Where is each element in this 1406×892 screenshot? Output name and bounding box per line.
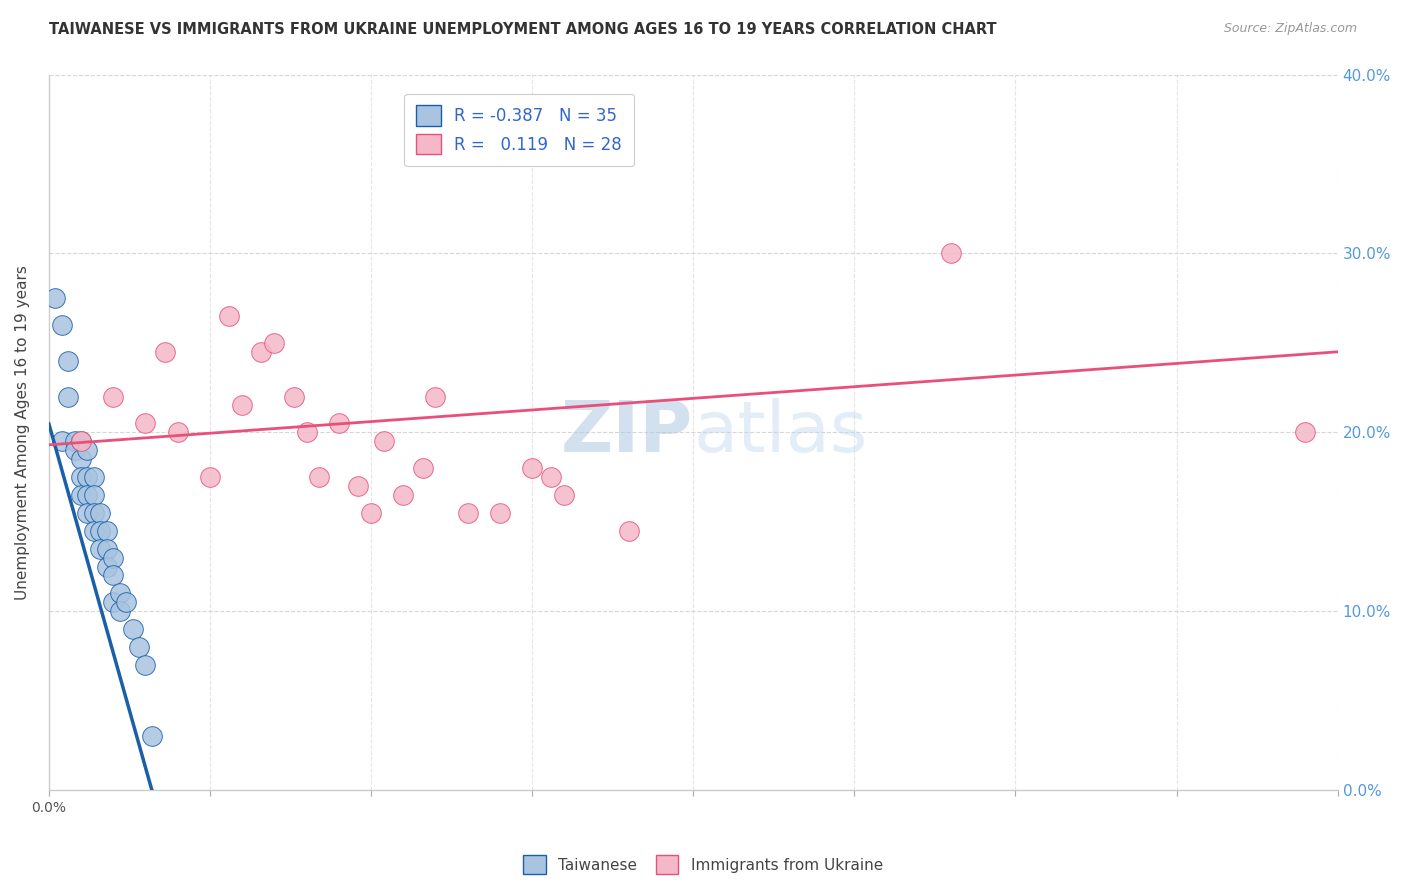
Point <box>63 434 86 449</box>
Text: TAIWANESE VS IMMIGRANTS FROM UKRAINE UNEMPLOYMENT AMONG AGES 16 TO 19 YEARS CORR: TAIWANESE VS IMMIGRANTS FROM UKRAINE UNE… <box>49 22 997 37</box>
Point <box>141 730 163 744</box>
Point <box>939 246 962 260</box>
Legend: R = -0.387   N = 35, R =   0.119   N = 28: R = -0.387 N = 35, R = 0.119 N = 28 <box>405 94 634 166</box>
Point <box>76 443 98 458</box>
Point <box>76 488 98 502</box>
Point <box>63 443 86 458</box>
Point <box>76 470 98 484</box>
Point <box>70 470 93 484</box>
Point <box>96 559 118 574</box>
Text: atlas: atlas <box>693 398 868 467</box>
Point <box>263 335 285 350</box>
Point <box>96 541 118 556</box>
Point <box>56 353 79 368</box>
Point <box>540 470 562 484</box>
Legend: Taiwanese, Immigrants from Ukraine: Taiwanese, Immigrants from Ukraine <box>517 849 889 880</box>
Point <box>83 506 105 520</box>
Point <box>70 434 93 449</box>
Point <box>70 452 93 467</box>
Point <box>392 488 415 502</box>
Point <box>51 434 73 449</box>
Point <box>83 524 105 538</box>
Point <box>56 390 79 404</box>
Point <box>134 417 156 431</box>
Point <box>89 506 111 520</box>
Point <box>121 622 143 636</box>
Point <box>250 344 273 359</box>
Point <box>103 390 125 404</box>
Point <box>76 506 98 520</box>
Point <box>89 541 111 556</box>
Point <box>425 390 447 404</box>
Point <box>218 309 240 323</box>
Point <box>308 470 330 484</box>
Point <box>89 524 111 538</box>
Point <box>128 640 150 654</box>
Point <box>283 390 305 404</box>
Point <box>295 425 318 440</box>
Point <box>70 488 93 502</box>
Point <box>115 595 138 609</box>
Point <box>373 434 395 449</box>
Point <box>489 506 512 520</box>
Point <box>103 568 125 582</box>
Point <box>1294 425 1316 440</box>
Point <box>328 417 350 431</box>
Point <box>70 434 93 449</box>
Point <box>83 488 105 502</box>
Point <box>412 461 434 475</box>
Point <box>153 344 176 359</box>
Point <box>231 399 253 413</box>
Text: Source: ZipAtlas.com: Source: ZipAtlas.com <box>1223 22 1357 36</box>
Point <box>520 461 543 475</box>
Point <box>96 524 118 538</box>
Y-axis label: Unemployment Among Ages 16 to 19 years: Unemployment Among Ages 16 to 19 years <box>15 265 30 599</box>
Point <box>83 470 105 484</box>
Point <box>360 506 382 520</box>
Point <box>553 488 575 502</box>
Point <box>108 586 131 600</box>
Point <box>134 657 156 672</box>
Point <box>617 524 640 538</box>
Point <box>103 595 125 609</box>
Point <box>51 318 73 332</box>
Point <box>44 291 66 305</box>
Point <box>166 425 188 440</box>
Point <box>103 550 125 565</box>
Point <box>198 470 221 484</box>
Point <box>347 479 370 493</box>
Point <box>108 604 131 618</box>
Point <box>457 506 479 520</box>
Text: ZIP: ZIP <box>561 398 693 467</box>
